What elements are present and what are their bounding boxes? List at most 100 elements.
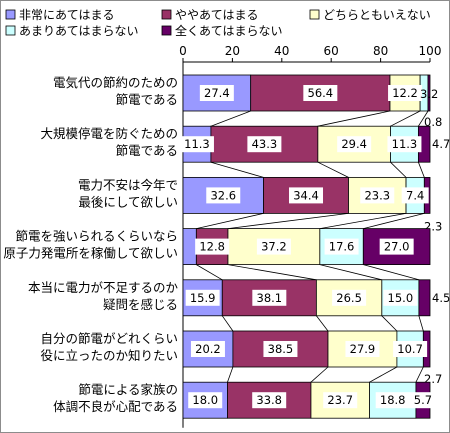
legend-item: ややあてはまる: [161, 8, 259, 22]
series-connector-line: [319, 264, 382, 281]
bar-group: 20.2 38.5 27.9 10.72.7: [182, 330, 442, 386]
value-label-bg: [256, 238, 291, 255]
value-label-bg: [289, 187, 324, 204]
value-label-bg: [190, 341, 225, 357]
value-label: 18.0: [192, 393, 218, 407]
series-connector-line: [415, 366, 424, 383]
series-connector-line: [317, 110, 391, 127]
x-tick-label: 100: [419, 44, 442, 58]
value-label: 15.9: [190, 291, 216, 305]
legend-item: 全くあてはまらない: [161, 23, 283, 38]
series-connector-line: [310, 366, 329, 383]
value-label: 4.7: [432, 137, 450, 151]
value-label: 32.6: [210, 188, 236, 202]
series-connector-line: [227, 264, 317, 281]
legend-swatch: [5, 25, 16, 36]
value-label: 38.1: [257, 291, 283, 305]
value-label: 7.4: [406, 188, 424, 202]
value-label: 23.7: [327, 393, 353, 407]
category-label: 本当に電力が不足するのか: [28, 280, 179, 295]
bar-group: 15.9 38.1 26.5 15.0 4.5: [182, 279, 450, 317]
bar-segment: [182, 176, 264, 214]
value-label: 27.9: [350, 342, 376, 356]
value-label-bg: [323, 392, 358, 409]
x-tick-label: 20: [225, 44, 240, 58]
legend-label: ややあてはまる: [175, 8, 259, 22]
value-label: 3.2: [420, 87, 438, 101]
value-label-bg: [185, 289, 220, 306]
value-label: 23.3: [364, 188, 390, 202]
series-connector-line: [317, 161, 349, 178]
value-label-bg: [332, 289, 367, 306]
category-label: 疑問を感じる: [103, 297, 178, 312]
category-label: 大規模停電を防ぐための: [40, 126, 178, 141]
value-label-bg: [387, 136, 422, 153]
bar-group: 18.0 33.8 23.7 18.8 5.7: [182, 381, 437, 419]
series-connector-line: [418, 162, 425, 178]
value-label-bg: [324, 238, 359, 255]
value-label: 33.8: [256, 393, 282, 407]
category-label: 体調不良が心配である: [53, 399, 178, 414]
series-connector-line: [381, 315, 398, 332]
value-label-bg: [401, 187, 429, 204]
value-label: 4.5: [432, 291, 450, 305]
series-connector-line: [390, 110, 421, 127]
value-label: 37.2: [261, 240, 287, 254]
value-label-bg: [195, 238, 230, 255]
x-tick-label: 40: [274, 44, 289, 58]
value-label: 43.3: [252, 137, 278, 151]
value-label-bg: [360, 187, 395, 204]
category-label: 自分の節電がどれくらい: [40, 331, 178, 346]
legend-label: あまりあてはまらない: [19, 24, 139, 38]
value-label-bg: [409, 392, 437, 409]
legend-item: あまりあてはまらない: [5, 24, 139, 38]
value-label: 29.4: [341, 137, 367, 151]
value-label: 12.8: [199, 240, 225, 254]
category-label: 節電である: [116, 92, 178, 107]
series-connector-line: [196, 213, 264, 229]
bar-group: 27.4 56.4 12.2 3.2 0.8: [182, 74, 442, 129]
value-label: 15.0: [388, 291, 414, 305]
value-label-bg: [383, 289, 418, 306]
value-label: 56.4: [308, 86, 334, 100]
value-label-bg: [393, 341, 428, 357]
value-label-bg: [188, 392, 223, 409]
series-connector-line: [319, 213, 407, 229]
value-label: 12.2: [392, 86, 418, 100]
series-connector-line: [363, 213, 425, 229]
value-label-bg: [179, 136, 214, 153]
category-label: 節電である: [116, 143, 178, 158]
legend-swatch: [5, 9, 16, 20]
series-connector-line: [363, 264, 419, 281]
series-connector-line: [196, 264, 223, 281]
value-label-bg: [379, 238, 414, 255]
series-connector-line: [390, 161, 407, 178]
legend-swatch: [161, 9, 172, 20]
legend-swatch: [309, 9, 320, 20]
value-label: 20.2: [195, 342, 221, 356]
x-tick-label: 60: [324, 44, 339, 58]
category-label: 最後にして欲しい: [78, 194, 178, 209]
value-label: 11.3: [392, 137, 418, 151]
category-label: 原子力発電所を稼働して欲しい: [3, 246, 178, 261]
bar-segment: [182, 228, 197, 266]
legend-item: どちらともいえない: [309, 8, 431, 22]
series-connector-line: [210, 110, 251, 127]
value-label-bg: [247, 136, 282, 153]
value-label: 34.4: [293, 188, 319, 202]
legend-swatch: [161, 25, 172, 36]
value-label: 0.8: [424, 115, 442, 129]
bar-group: 32.6 34.4 23.3 7.42.3: [182, 176, 442, 233]
value-label: 11.3: [184, 137, 210, 151]
bar-segment: [427, 74, 431, 112]
value-label: 18.8: [380, 393, 406, 407]
value-label: 5.7: [414, 393, 432, 407]
value-label: 27.4: [204, 86, 230, 100]
x-tick-label: 0: [179, 44, 187, 58]
value-label: 10.7: [397, 342, 423, 356]
value-label: 26.5: [336, 291, 362, 305]
value-label-bg: [375, 392, 410, 409]
legend-label: 非常にあてはまる: [19, 8, 115, 22]
bar-group: 5.412.837.217.627.0: [182, 228, 431, 266]
